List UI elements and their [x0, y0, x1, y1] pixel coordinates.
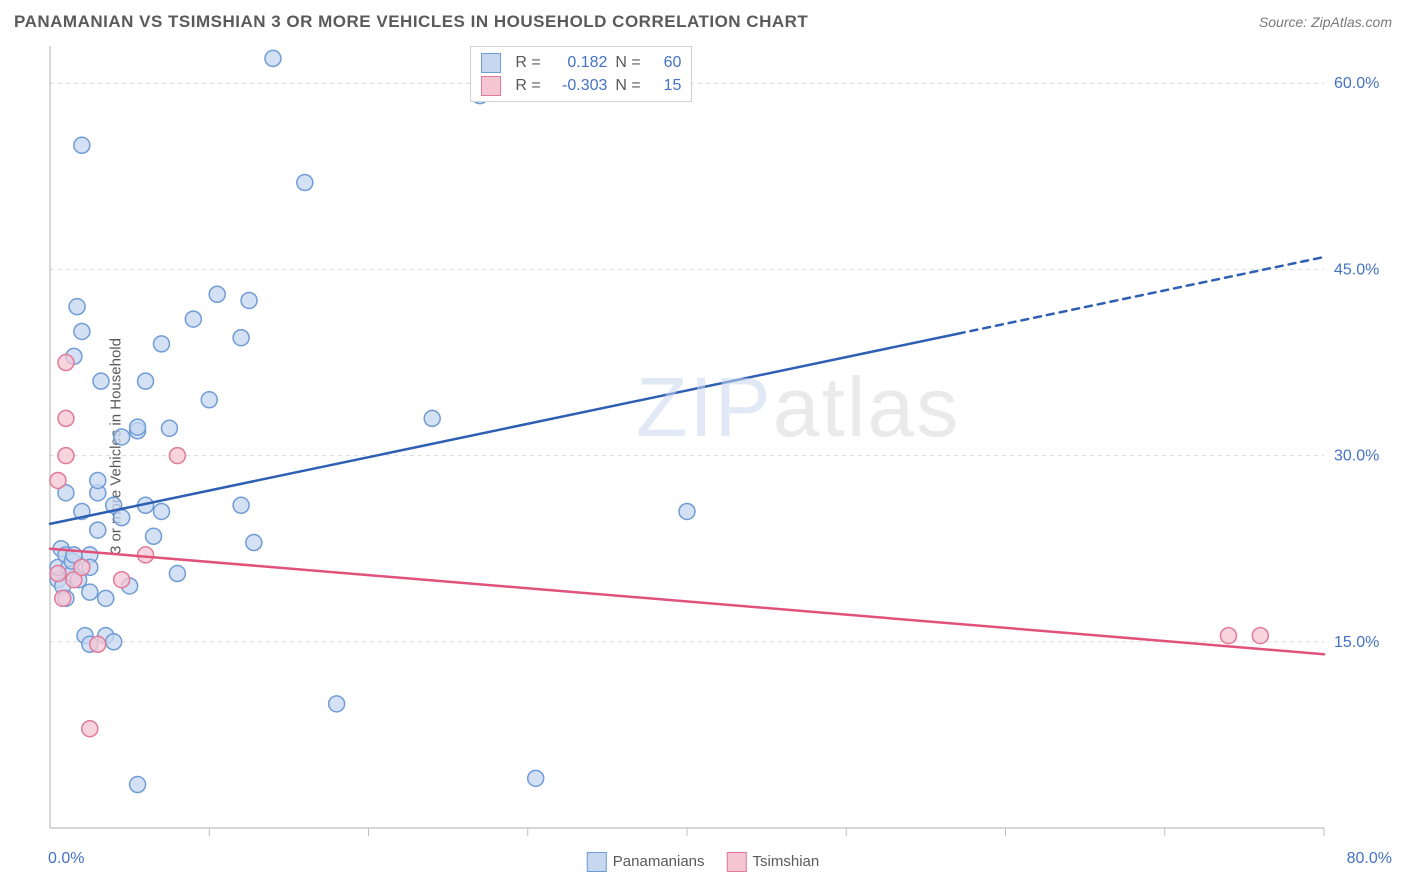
chart-title: PANAMANIAN VS TSIMSHIAN 3 OR MORE VEHICL… [14, 12, 808, 32]
svg-text:60.0%: 60.0% [1334, 75, 1379, 92]
chart-source: Source: ZipAtlas.com [1259, 14, 1392, 30]
x-axis-min-label: 0.0% [48, 850, 84, 868]
scatter-plot-svg: 15.0% 30.0% 45.0% 60.0% [38, 42, 1396, 846]
legend-item: Panamanians [587, 852, 705, 872]
x-axis-max-label: 80.0% [1347, 850, 1392, 868]
stats-n-value: 60 [651, 51, 681, 74]
stats-n-value: 15 [651, 74, 681, 97]
bottom-legend: Panamanians Tsimshian [587, 852, 819, 872]
legend-swatch [727, 852, 747, 872]
chart-header: PANAMANIAN VS TSIMSHIAN 3 OR MORE VEHICL… [0, 0, 1406, 42]
source-prefix: Source: [1259, 14, 1311, 30]
stats-legend-box: R = 0.182 N = 60 R = -0.303 N = 15 [470, 46, 692, 102]
stats-r-label: R = [515, 51, 543, 74]
stats-r-value: 0.182 [551, 51, 607, 74]
legend-item: Tsimshian [727, 852, 820, 872]
stats-swatch [481, 53, 501, 73]
stats-n-label: N = [615, 74, 643, 97]
stats-r-label: R = [515, 74, 543, 97]
stats-n-label: N = [615, 51, 643, 74]
svg-text:45.0%: 45.0% [1334, 261, 1379, 278]
source-name: ZipAtlas.com [1311, 14, 1392, 30]
svg-text:30.0%: 30.0% [1334, 448, 1379, 465]
stats-row: R = -0.303 N = 15 [481, 74, 681, 97]
stats-row: R = 0.182 N = 60 [481, 51, 681, 74]
legend-label: Tsimshian [753, 853, 820, 870]
legend-label: Panamanians [613, 853, 705, 870]
stats-r-value: -0.303 [551, 74, 607, 97]
stats-swatch [481, 76, 501, 96]
legend-swatch [587, 852, 607, 872]
svg-text:15.0%: 15.0% [1334, 634, 1379, 651]
plot-area: 15.0%30.0%45.0%60.0% ZIPatlas R =0.182N … [38, 42, 1396, 846]
